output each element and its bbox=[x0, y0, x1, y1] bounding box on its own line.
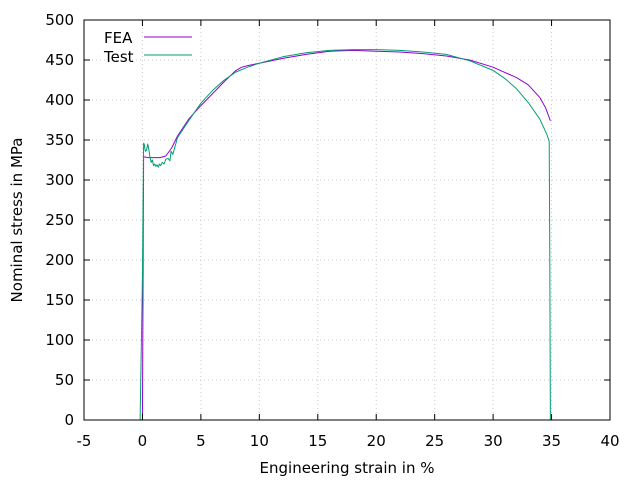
plot-frame bbox=[83, 19, 611, 421]
y-tick-label: 200 bbox=[45, 251, 74, 269]
x-tick-label: 10 bbox=[250, 432, 269, 450]
x-tick-label: 25 bbox=[425, 432, 444, 450]
y-tick-label: 50 bbox=[55, 371, 74, 389]
y-tick-label: 150 bbox=[45, 291, 74, 309]
series-line-fea bbox=[141, 49, 551, 421]
grid bbox=[84, 20, 610, 420]
y-tick-label: 250 bbox=[45, 211, 74, 229]
ticks: -5 0 5 10 15 20 25 30 35 400501001502002503003504… bbox=[45, 11, 619, 450]
x-tick-label: 20 bbox=[367, 432, 386, 450]
x-axis-title: Engineering strain in % bbox=[260, 459, 435, 477]
y-tick-label: 100 bbox=[45, 331, 74, 349]
x-tick-label: 0 bbox=[138, 432, 148, 450]
y-tick-label: 450 bbox=[45, 51, 74, 69]
legend: FEA Test bbox=[103, 29, 192, 66]
y-tick-label: 300 bbox=[45, 171, 74, 189]
y-tick-label: 350 bbox=[45, 131, 74, 149]
y-tick-label: 500 bbox=[45, 11, 74, 29]
legend-label-test: Test bbox=[103, 48, 134, 66]
y-tick-label: 400 bbox=[45, 91, 74, 109]
y-axis-title: Nominal stress in MPa bbox=[8, 138, 26, 303]
x-tick-label: 35 bbox=[542, 432, 561, 450]
x-tick-label: 30 bbox=[484, 432, 503, 450]
x-tick-label: 40 bbox=[600, 432, 619, 450]
y-tick-label: 0 bbox=[64, 411, 74, 429]
legend-label-fea: FEA bbox=[104, 29, 133, 47]
x-tick-label: 15 bbox=[308, 432, 327, 450]
x-tick-label: -5 bbox=[77, 432, 92, 450]
x-tick-label: 5 bbox=[196, 432, 206, 450]
series-line-test bbox=[139, 49, 551, 421]
series-layer bbox=[139, 49, 551, 421]
